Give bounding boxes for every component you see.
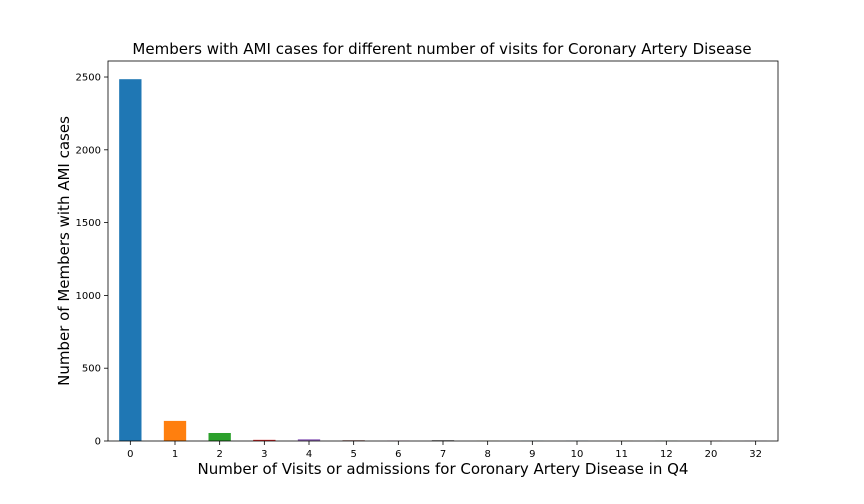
x-tick-label: 5 — [350, 449, 356, 460]
bar-4 — [297, 439, 321, 441]
x-axis-label: Number of Visits or admissions for Coron… — [198, 460, 689, 478]
bar-7 — [431, 440, 455, 441]
bar-1 — [163, 420, 187, 441]
x-tick-label: 2 — [216, 449, 222, 460]
x-tick-label: 20 — [705, 449, 718, 460]
bar-0 — [119, 79, 142, 442]
plot-frame — [107, 60, 779, 442]
x-tick-label: 7 — [440, 449, 446, 460]
x-tick-label: 1 — [172, 449, 178, 460]
y-tick-label: 2500 — [76, 73, 101, 84]
x-axis-ticks: 0 1 2 3 4 5 6 7 8 9 10 11 12 20 32 — [127, 441, 762, 460]
y-tick-label: 2000 — [76, 145, 101, 156]
y-tick-label: 500 — [82, 364, 101, 375]
x-tick-label: 12 — [660, 449, 673, 460]
y-axis-ticks: 0 500 1000 1500 2000 2500 — [76, 73, 108, 448]
x-tick-label: 32 — [749, 449, 762, 460]
x-tick-label: 11 — [615, 449, 628, 460]
x-tick-label: 6 — [395, 449, 401, 460]
x-tick-label: 3 — [261, 449, 267, 460]
x-tick-label: 8 — [484, 449, 490, 460]
bar-2 — [208, 432, 231, 441]
x-tick-label: 0 — [127, 449, 133, 460]
x-tick-label: 9 — [529, 449, 535, 460]
y-tick-label: 1000 — [76, 291, 101, 302]
y-tick-label: 1500 — [76, 218, 101, 229]
x-tick-label: 10 — [571, 449, 584, 460]
bars-group — [119, 79, 767, 442]
bar-3 — [253, 439, 276, 441]
y-tick-label: 0 — [95, 437, 101, 448]
x-tick-label: 4 — [306, 449, 312, 460]
y-axis-label: Number of Members with AMI cases — [55, 116, 73, 386]
chart-title: Members with AMI cases for different num… — [132, 40, 751, 58]
